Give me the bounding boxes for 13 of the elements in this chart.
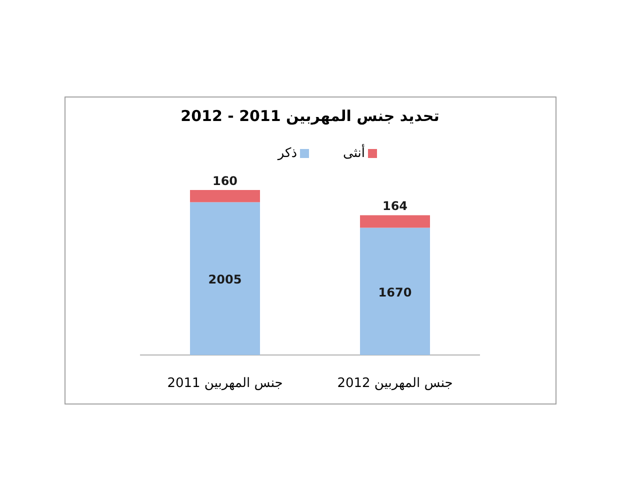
bar [190,202,260,355]
bar [190,190,260,202]
data-label: 160 [212,174,238,188]
bar [360,215,430,228]
data-label: 1670 [378,285,412,300]
x-tick-label: جنس المهربين 2012 [337,376,453,391]
legend-label: أنثى [343,144,365,161]
bar [360,228,430,355]
legend-label: ذكر [276,146,298,161]
x-tick-label: جنس المهربين 2011 [167,376,283,391]
chart-title: تحديد جنس المهربين 2011 - 2012 [180,107,440,125]
data-label: 2005 [208,272,242,287]
data-label: 164 [382,199,408,214]
